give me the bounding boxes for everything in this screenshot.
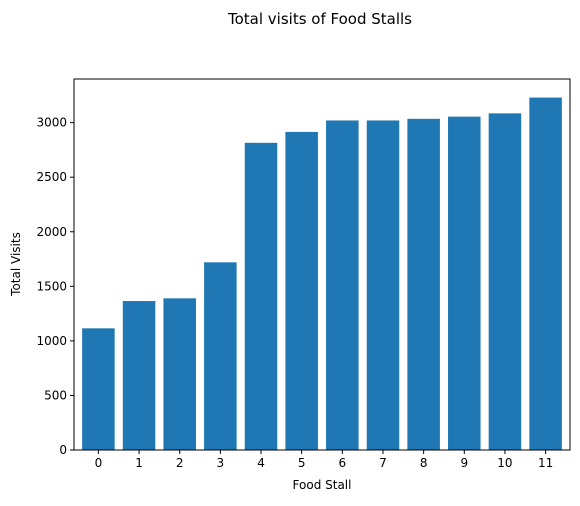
- bar-9: [448, 116, 481, 451]
- x-tick-label: 9: [460, 456, 468, 470]
- x-axis-label: Food Stall: [293, 478, 352, 492]
- y-tick-label: 500: [44, 388, 67, 402]
- bar-5: [285, 131, 318, 451]
- bar-6: [326, 120, 359, 451]
- y-tick-label: 2500: [36, 170, 67, 184]
- bar-11: [529, 97, 562, 451]
- x-tick-label: 11: [538, 456, 553, 470]
- x-tick-label: 7: [379, 456, 387, 470]
- plot-frame: [73, 78, 571, 451]
- bars-group: [82, 97, 562, 451]
- bar-3: [204, 262, 237, 450]
- y-tick-label: 1500: [36, 279, 67, 293]
- bar-1: [122, 301, 156, 450]
- bar-2: [163, 298, 196, 450]
- x-tick-label: 3: [217, 456, 225, 470]
- x-tick-label: 2: [176, 456, 184, 470]
- x-tick-label: 10: [497, 456, 512, 470]
- x-tick-label: 1: [135, 456, 143, 470]
- bar-0: [82, 328, 115, 450]
- y-tick-label: 0: [59, 443, 67, 457]
- x-tick-label: 5: [298, 456, 306, 470]
- x-axis: 0 1 2 3 4 5 6 7 8 9 10 11: [95, 450, 553, 470]
- x-tick-label: 0: [95, 456, 103, 470]
- bar-10: [488, 113, 522, 451]
- chart-title: Total visits of Food Stalls: [227, 10, 412, 28]
- x-tick-label: 4: [257, 456, 265, 470]
- bar-4: [244, 142, 278, 450]
- bar-8: [407, 118, 440, 450]
- y-axis: 0 500 1000 1500 2000 2500 3000: [36, 116, 74, 457]
- y-axis-label: Total Visits: [9, 232, 23, 297]
- x-tick-label: 8: [420, 456, 428, 470]
- x-tick-label: 6: [339, 456, 347, 470]
- y-tick-label: 3000: [36, 116, 67, 130]
- y-tick-label: 2000: [36, 225, 67, 239]
- bar-7: [366, 120, 400, 451]
- y-tick-label: 1000: [36, 334, 67, 348]
